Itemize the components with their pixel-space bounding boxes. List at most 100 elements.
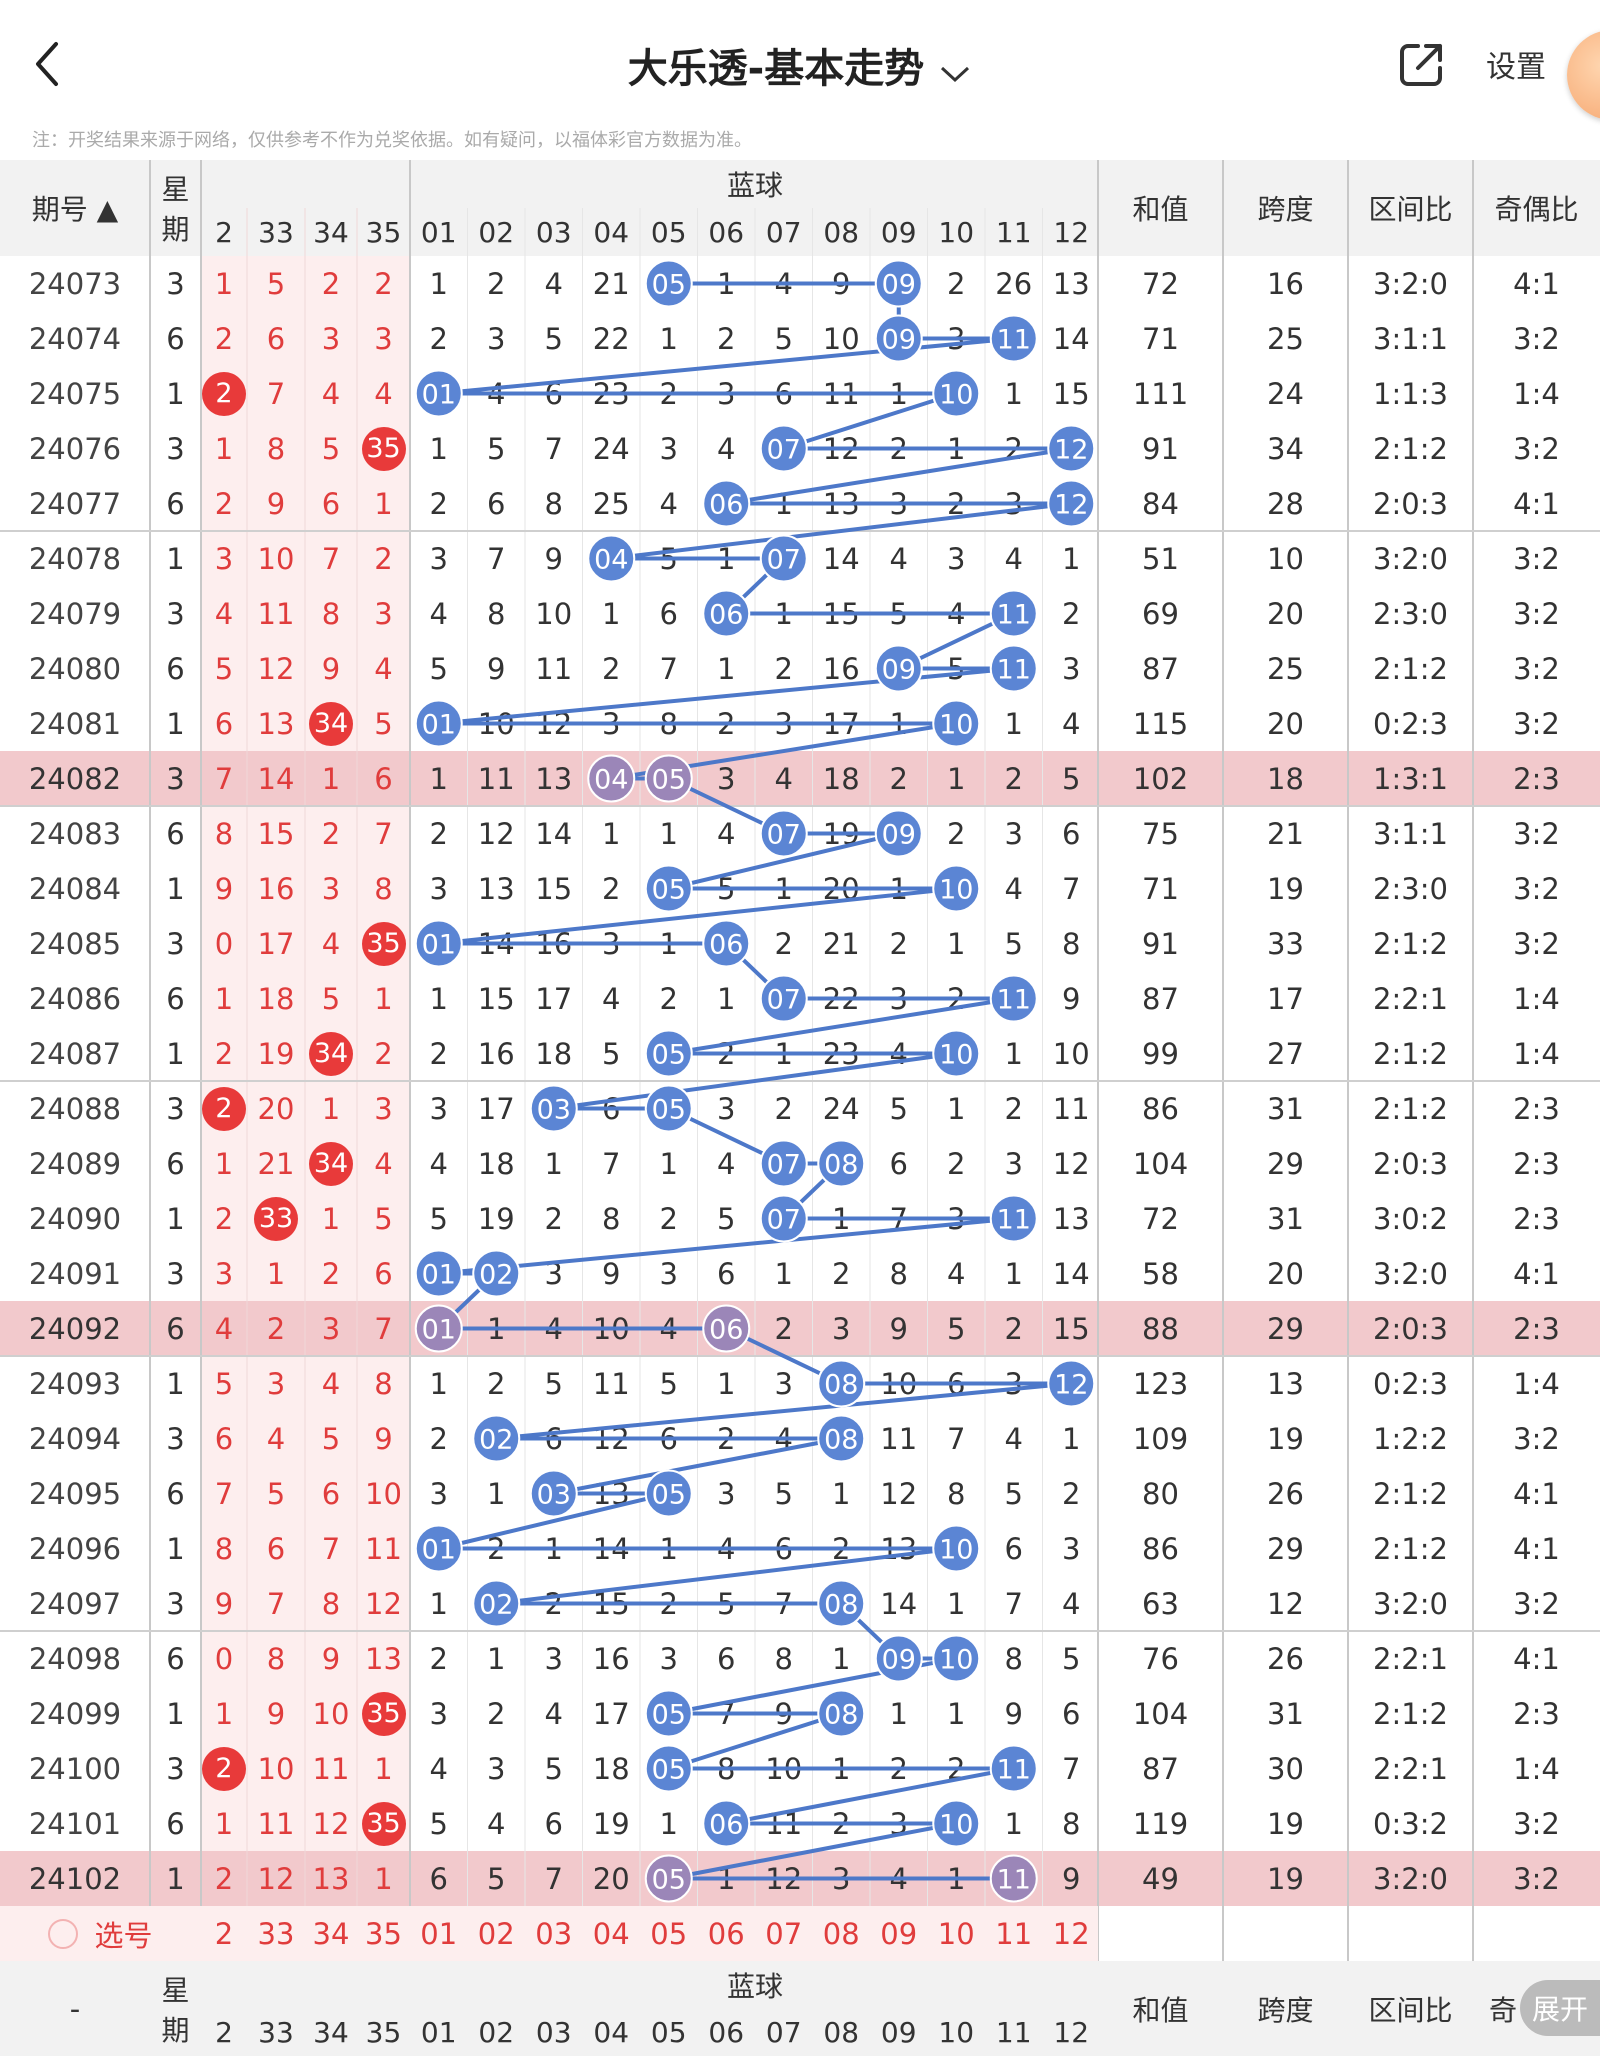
- blue-cell: 2: [1004, 1311, 1023, 1346]
- table-row-span: 20: [1267, 596, 1304, 631]
- table-row-sum: 86: [1142, 1531, 1179, 1566]
- col-header-blue-num: 12: [1053, 215, 1090, 249]
- select-blue-cell[interactable]: 01: [420, 1916, 458, 1951]
- expand-button[interactable]: 展开: [1520, 1980, 1600, 2036]
- svg-text:10: 10: [939, 1810, 973, 1841]
- back-icon[interactable]: [30, 34, 70, 94]
- blue-cell: 2: [947, 1751, 966, 1786]
- front-cell: 1: [214, 1146, 234, 1181]
- select-front-cell[interactable]: 35: [365, 1916, 402, 1951]
- front-zone-bg: [201, 1246, 410, 1301]
- blue-cell: 2: [947, 1146, 966, 1181]
- select-blue-cell[interactable]: 12: [1052, 1916, 1090, 1951]
- table-row-week: 3: [166, 926, 185, 961]
- table-row-ratio: 3:2:0: [1373, 266, 1448, 301]
- select-blue-cell[interactable]: 04: [592, 1916, 630, 1951]
- front-cell: 10: [257, 1751, 295, 1786]
- front-cell: 8: [214, 816, 234, 851]
- front-cell: 19: [257, 1036, 295, 1071]
- select-front-cell[interactable]: 2: [214, 1916, 234, 1951]
- table-row-ratio: 3:2:0: [1373, 1586, 1448, 1621]
- blue-cell: 2: [429, 1641, 448, 1676]
- col-header-blue-num: 08: [823, 215, 860, 249]
- blue-cell: 3: [1004, 1146, 1023, 1181]
- table-row-ratio: 2:0:3: [1373, 486, 1448, 521]
- red-ball: 34: [309, 701, 353, 746]
- blue-cell: 17: [592, 1696, 630, 1731]
- blue-cell: 5: [544, 321, 563, 356]
- blue-cell: 9: [487, 651, 506, 686]
- blue-cell: 10: [1052, 1036, 1090, 1071]
- select-blue-cell[interactable]: 05: [650, 1916, 688, 1951]
- front-cell: 5: [374, 706, 393, 741]
- blue-cell: 8: [947, 1476, 966, 1511]
- page-title[interactable]: 大乐透-基本走势: [0, 36, 1600, 94]
- front-cell: 2: [374, 1036, 393, 1071]
- blue-cell: 2: [717, 1421, 736, 1456]
- share-icon[interactable]: [1396, 38, 1448, 90]
- select-blue-cell[interactable]: 03: [535, 1916, 573, 1951]
- table-row-period: 24085: [28, 926, 122, 961]
- blue-cell: 2: [487, 1531, 506, 1566]
- front-cell: 8: [374, 871, 393, 906]
- select-front-cell[interactable]: 33: [257, 1916, 295, 1951]
- select-blue-cell[interactable]: 08: [822, 1916, 860, 1951]
- blue-cell: 3: [947, 321, 966, 356]
- blue-cell: 1: [659, 1146, 678, 1181]
- front-cell: 16: [257, 871, 295, 906]
- blue-cell: 1: [1004, 1036, 1023, 1071]
- table-row-oddeven: 4:1: [1513, 1641, 1560, 1676]
- front-cell: 5: [214, 651, 234, 686]
- table-row-period: 24077: [28, 486, 122, 521]
- chevron-down-icon[interactable]: [938, 48, 972, 94]
- blue-cell: 15: [1052, 1311, 1090, 1346]
- table-row-span: 28: [1267, 486, 1304, 521]
- blue-cell: 14: [1052, 1256, 1090, 1291]
- blue-cell: 1: [774, 1256, 793, 1291]
- front-cell: 0: [214, 926, 234, 961]
- select-blue-cell[interactable]: 09: [880, 1916, 918, 1951]
- blue-cell: 5: [544, 1366, 563, 1401]
- select-front-cell[interactable]: 34: [312, 1916, 350, 1951]
- blue-ball: 05: [644, 1029, 693, 1078]
- select-blue-cell[interactable]: 11: [995, 1916, 1033, 1951]
- blue-cell: 2: [774, 926, 793, 961]
- select-number-row[interactable]: 选号: [0, 1906, 201, 1961]
- table-footer-header: [0, 1961, 1600, 2056]
- table-row-sum: 84: [1142, 486, 1179, 521]
- table-row-sum: 104: [1132, 1146, 1189, 1181]
- front-cell: 2: [321, 266, 341, 301]
- blue-cell: 1: [947, 1696, 966, 1731]
- select-blue-cell[interactable]: 06: [707, 1916, 745, 1951]
- table-row-ratio: 3:1:1: [1373, 816, 1448, 851]
- table-row-sum: 87: [1142, 981, 1179, 1016]
- select-row-bg: [0, 1906, 1098, 1961]
- blue-cell: 13: [880, 1531, 918, 1566]
- footer-oddeven: 奇: [1488, 1993, 1517, 2027]
- table-row-ratio: 3:0:2: [1373, 1201, 1448, 1236]
- front-zone-bg: [201, 256, 410, 311]
- blue-cell: 19: [822, 816, 860, 851]
- front-cell: 8: [214, 1531, 234, 1566]
- svg-text:11: 11: [997, 600, 1031, 631]
- front-cell: 4: [321, 376, 341, 411]
- front-cell: 1: [321, 1091, 341, 1126]
- table-row-period: 24098: [28, 1641, 122, 1676]
- settings-button[interactable]: 设置: [1486, 50, 1546, 85]
- front-cell: 12: [257, 651, 295, 686]
- table-row-period: 24095: [28, 1476, 122, 1511]
- radio-icon[interactable]: [48, 1918, 79, 1949]
- col-header-period[interactable]: 期号 ▲: [31, 193, 119, 226]
- select-blue-cell[interactable]: 07: [765, 1916, 803, 1951]
- blue-cell: 4: [659, 486, 678, 521]
- front-cell: 4: [214, 596, 234, 631]
- blue-cell: 3: [717, 761, 736, 796]
- blue-cell: 1: [889, 871, 908, 906]
- select-blue-cell[interactable]: 10: [937, 1916, 975, 1951]
- blue-cell: 4: [717, 431, 736, 466]
- blue-cell: 1: [1004, 706, 1023, 741]
- blue-ball: 07: [759, 1194, 808, 1243]
- front-cell: 2: [214, 321, 234, 356]
- select-blue-cell[interactable]: 02: [477, 1916, 515, 1951]
- blue-cell: 14: [477, 926, 515, 961]
